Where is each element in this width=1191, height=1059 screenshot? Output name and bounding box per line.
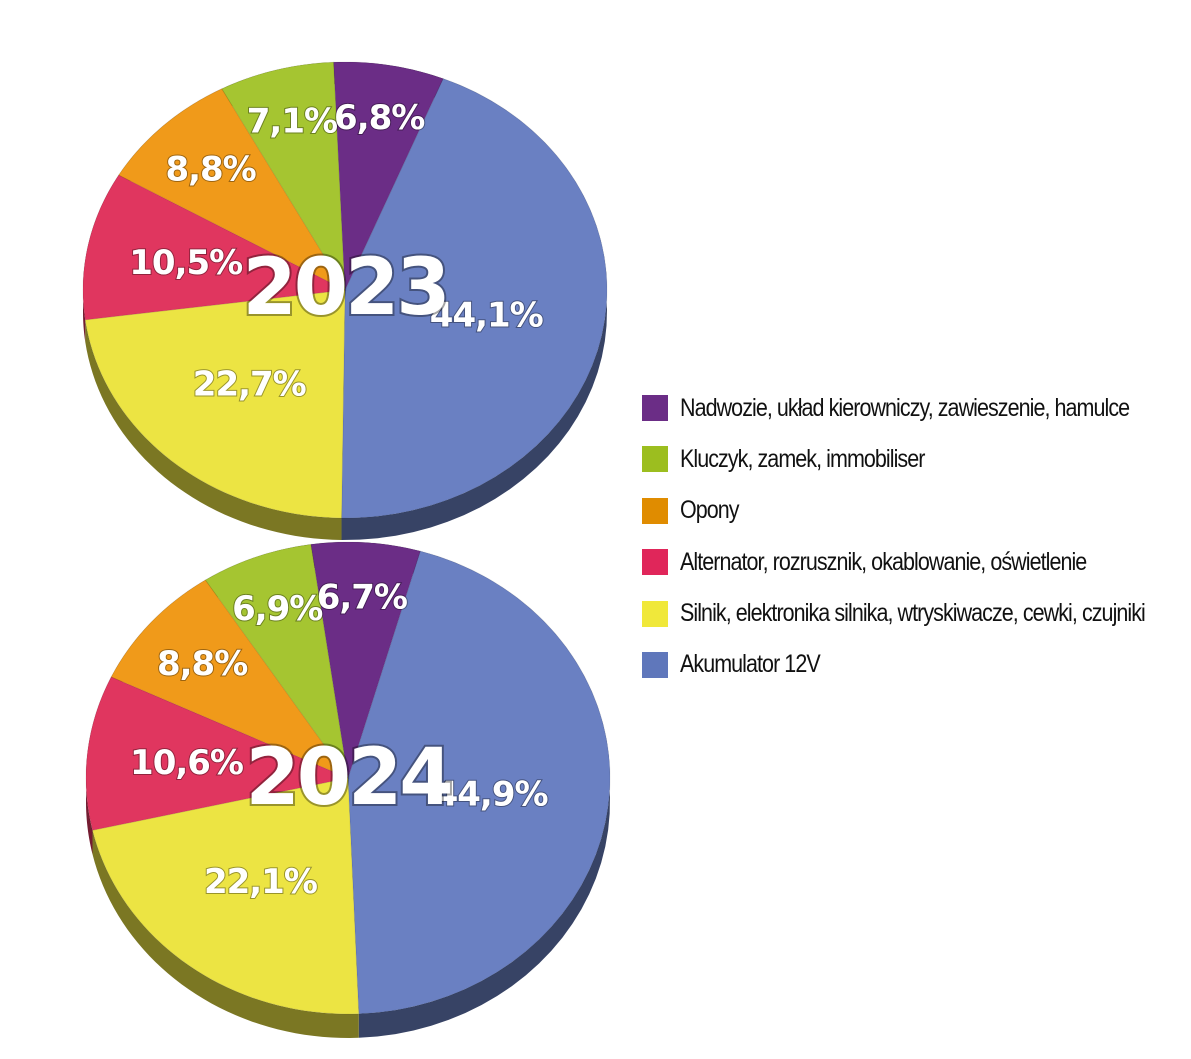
slice-label-akumulator: 44,9%	[435, 774, 548, 814]
pie-slice-alternator	[85, 676, 350, 831]
slice-label-nadwozie: 6,8%	[334, 98, 424, 138]
slice-label-silnik: 22,7%	[193, 365, 306, 405]
pie-chart-2023: 44,1% 22,7% 10,5% 8,8% 7,1%6,8% 2023	[82, 61, 608, 540]
slice-label-alternator: 10,6%	[130, 743, 243, 783]
pie-slice-akumulator	[341, 77, 608, 519]
pie-slice-nadwozie	[310, 541, 421, 779]
slice-label-silnik: 22,1%	[204, 862, 317, 902]
chart-title-year: 2023	[242, 243, 447, 333]
legend-label: Kluczyk, zamek, immobiliser	[680, 444, 925, 473]
legend: Nadwozie, układ kierowniczy, zawieszenie…	[642, 390, 1182, 698]
legend-item: Opony	[642, 493, 1182, 529]
legend-label: Silnik, elektronika silnika, wtryskiwacz…	[680, 599, 1146, 628]
slice-label-nadwozie: 6,7%	[317, 578, 407, 618]
pie-slice-nadwozie	[333, 61, 444, 291]
legend-item: Kluczyk, zamek, immobiliser	[642, 441, 1182, 477]
slice-label-alternator: 10,5%	[129, 243, 242, 283]
pie-slice-kluczyk	[204, 543, 349, 779]
legend-item: Alternator, rozrusznik, okablowanie, ośw…	[642, 544, 1182, 580]
pie-slice-alternator	[82, 174, 347, 321]
legend-label: Alternator, rozrusznik, okablowanie, ośw…	[680, 547, 1087, 576]
pie-slice-silnik	[91, 777, 360, 1015]
slice-label-kluczyk: 7,1%	[247, 102, 337, 142]
chart-title-year: 2024	[245, 733, 450, 823]
pie-slice-akumulator	[347, 550, 611, 1015]
slice-label-kluczyk: 6,9%	[232, 589, 322, 629]
legend-swatch-kluczyk	[642, 446, 668, 473]
pie-slice-silnik	[84, 289, 346, 519]
pie-slice-kluczyk	[221, 61, 346, 291]
legend-label: Akumulator 12V	[680, 650, 821, 679]
legend-label: Nadwozie, układ kierowniczy, zawieszenie…	[680, 393, 1130, 422]
legend-label: Opony	[680, 496, 740, 525]
legend-item: Silnik, elektronika silnika, wtryskiwacz…	[642, 596, 1182, 632]
pie-slice-side-silnik	[85, 319, 342, 540]
pie-slice-opony	[118, 88, 347, 292]
legend-swatch-silnik	[642, 600, 668, 627]
slice-label-opony: 8,8%	[165, 149, 255, 189]
legend-swatch-akumulator	[642, 651, 668, 678]
pie-slice-side-silnik	[92, 830, 359, 1038]
legend-item: Nadwozie, układ kierowniczy, zawieszenie…	[642, 390, 1182, 426]
legend-swatch-opony	[642, 497, 668, 524]
legend-item: Akumulator 12V	[642, 647, 1182, 683]
pie-chart-2024: 44,9% 22,1% 10,6% 8,8% 6,9%6,7% 2024	[85, 541, 611, 1038]
slice-label-opony: 8,8%	[157, 644, 247, 684]
legend-swatch-nadwozie	[642, 395, 668, 421]
slice-label-akumulator: 44,1%	[430, 296, 543, 336]
pie-slice-opony	[110, 579, 350, 780]
legend-swatch-alternator	[642, 549, 668, 576]
